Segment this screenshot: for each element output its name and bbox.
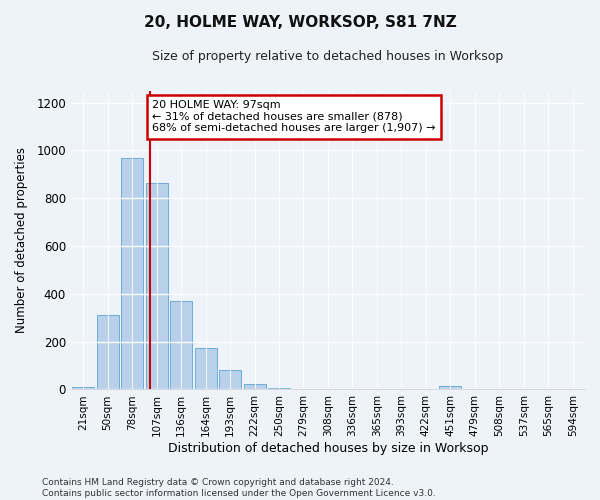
- Text: 20, HOLME WAY, WORKSOP, S81 7NZ: 20, HOLME WAY, WORKSOP, S81 7NZ: [143, 15, 457, 30]
- Bar: [146, 182, 167, 390]
- X-axis label: Distribution of detached houses by size in Worksop: Distribution of detached houses by size …: [168, 442, 488, 455]
- Bar: [97, 316, 119, 390]
- Bar: [170, 301, 192, 390]
- Text: 20 HOLME WAY: 97sqm
← 31% of detached houses are smaller (878)
68% of semi-detac: 20 HOLME WAY: 97sqm ← 31% of detached ho…: [152, 100, 436, 134]
- Y-axis label: Number of detached properties: Number of detached properties: [15, 147, 28, 333]
- Bar: [121, 158, 143, 390]
- Title: Size of property relative to detached houses in Worksop: Size of property relative to detached ho…: [152, 50, 503, 63]
- Bar: [72, 387, 94, 390]
- Bar: [244, 384, 266, 390]
- Bar: [439, 386, 461, 390]
- Bar: [194, 348, 217, 390]
- Bar: [268, 388, 290, 390]
- Text: Contains HM Land Registry data © Crown copyright and database right 2024.
Contai: Contains HM Land Registry data © Crown c…: [42, 478, 436, 498]
- Bar: [219, 370, 241, 390]
